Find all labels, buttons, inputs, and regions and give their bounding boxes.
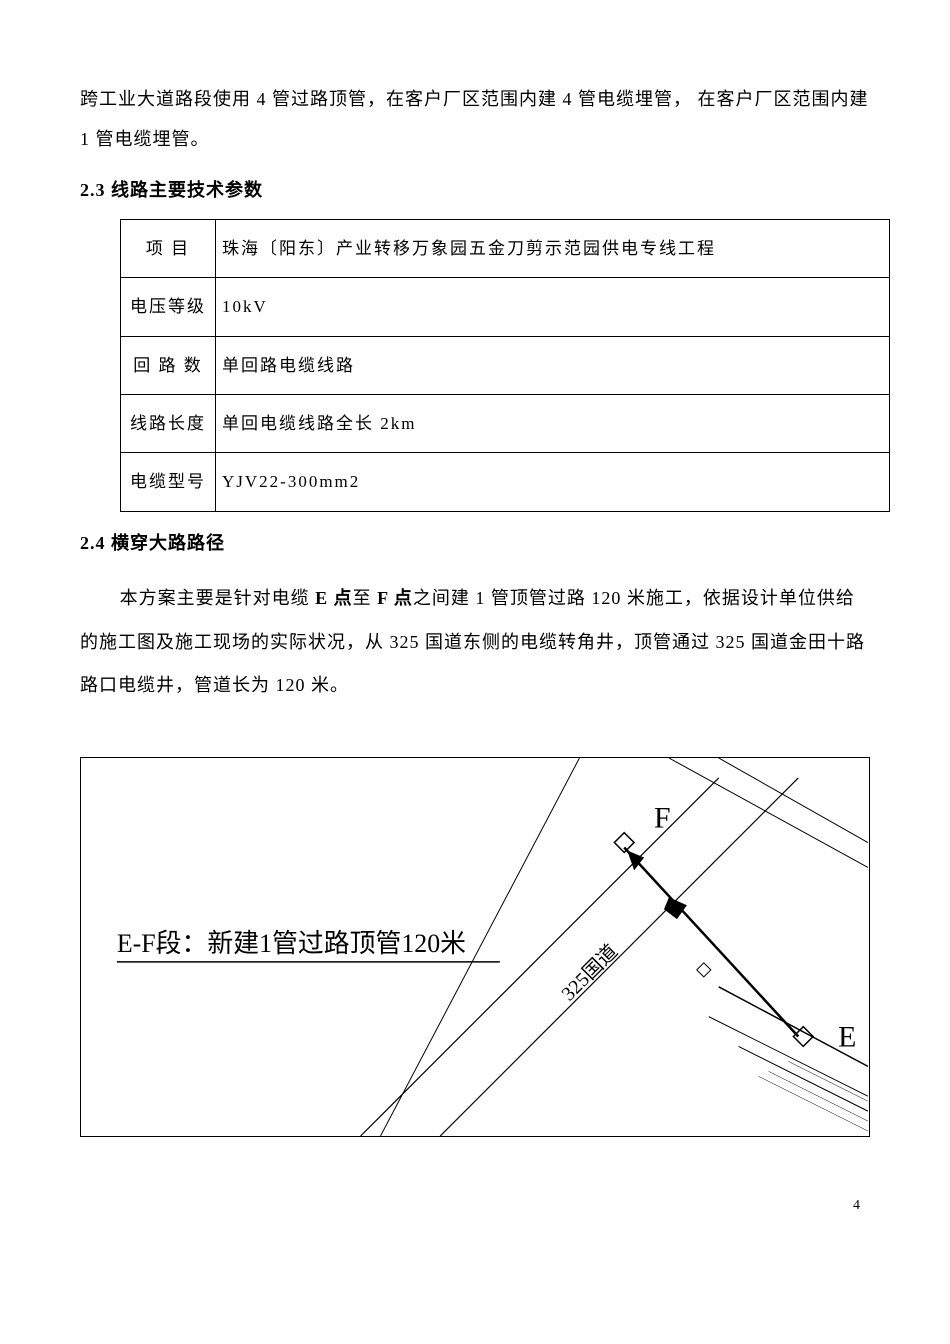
point-f-marker: F bbox=[654, 802, 671, 835]
table-value: 单回电缆线路全长 2km bbox=[216, 394, 890, 452]
table-label: 回 路 数 bbox=[121, 336, 216, 394]
point-e-label: E 点 bbox=[315, 588, 353, 608]
table-row: 项 目 珠海〔阳东〕产业转移万象园五金刀剪示范园供电专线工程 bbox=[121, 219, 890, 277]
road-line bbox=[669, 758, 868, 867]
table-row: 电压等级 10kV bbox=[121, 278, 890, 336]
section-2-4-heading: 2.4 横穿大路路径 bbox=[80, 524, 870, 564]
table-row: 回 路 数 单回路电缆线路 bbox=[121, 336, 890, 394]
well-marker-icon bbox=[697, 963, 711, 977]
table-row: 线路长度 单回电缆线路全长 2km bbox=[121, 394, 890, 452]
table-label: 项 目 bbox=[121, 219, 216, 277]
document-content: 跨工业大道路段使用 4 管过路顶管，在客户厂区范围内建 4 管电缆埋管， 在客户… bbox=[80, 80, 870, 1137]
road-line bbox=[719, 758, 868, 843]
ef-section-label: E-F段：新建1管过路顶管120米 bbox=[117, 929, 466, 958]
pipe-line bbox=[624, 847, 798, 1036]
body-text-mid: 至 bbox=[353, 588, 378, 608]
table-value: 珠海〔阳东〕产业转移万象园五金刀剪示范园供电专线工程 bbox=[216, 219, 890, 277]
body-text-pre: 本方案主要是针对电缆 bbox=[120, 588, 316, 608]
table-row: 电缆型号 YJV22-300mm2 bbox=[121, 453, 890, 511]
table-value: 10kV bbox=[216, 278, 890, 336]
point-e-marker: E bbox=[838, 1020, 856, 1053]
page-number: 4 bbox=[853, 1198, 860, 1214]
road-name-label: 325国道 bbox=[557, 940, 622, 1005]
diagram-svg: F E 325国道 E-F段：新建1管过路顶管120米 bbox=[81, 758, 869, 1136]
hatching bbox=[759, 1061, 868, 1131]
well-marker-icon bbox=[793, 1027, 813, 1047]
table-value: 单回路电缆线路 bbox=[216, 336, 890, 394]
parameters-table: 项 目 珠海〔阳东〕产业转移万象园五金刀剪示范园供电专线工程 电压等级 10kV… bbox=[120, 219, 890, 512]
well-marker-icon bbox=[614, 833, 634, 853]
table-label: 线路长度 bbox=[121, 394, 216, 452]
arrow-icon bbox=[664, 897, 687, 919]
body-paragraph: 本方案主要是针对电缆 E 点至 F 点之间建 1 管顶管过路 120 米施工，依… bbox=[80, 577, 870, 707]
section-2-3-heading: 2.3 线路主要技术参数 bbox=[80, 171, 870, 211]
table-value: YJV22-300mm2 bbox=[216, 453, 890, 511]
route-diagram: F E 325国道 E-F段：新建1管过路顶管120米 bbox=[80, 757, 870, 1137]
table-label: 电缆型号 bbox=[121, 453, 216, 511]
intro-paragraph: 跨工业大道路段使用 4 管过路顶管，在客户厂区范围内建 4 管电缆埋管， 在客户… bbox=[80, 80, 870, 159]
table-label: 电压等级 bbox=[121, 278, 216, 336]
point-f-label: F 点 bbox=[377, 588, 413, 608]
